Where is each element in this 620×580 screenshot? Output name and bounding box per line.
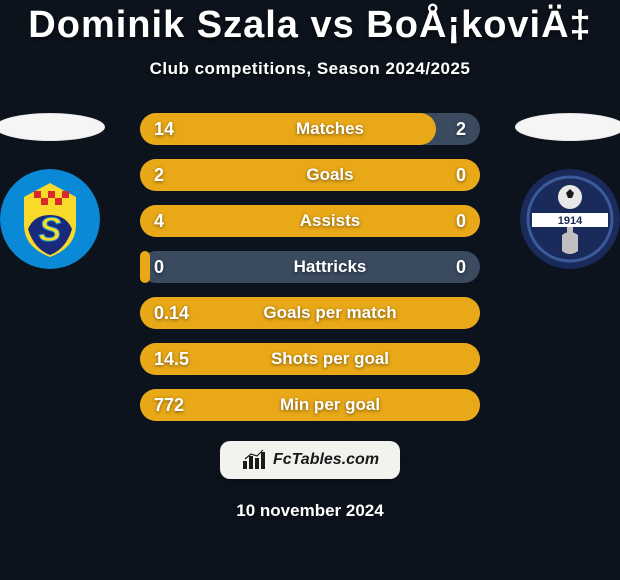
- stat-label: Shots per goal: [220, 349, 440, 369]
- stat-bar-row: 14.5Shots per goal: [140, 343, 480, 375]
- stat-label: Goals per match: [220, 303, 440, 323]
- page-subtitle: Club competitions, Season 2024/2025: [0, 59, 620, 79]
- stat-label: Assists: [220, 211, 440, 231]
- stat-bar-row: 0Hattricks0: [140, 251, 480, 283]
- stat-value-left: 14.5: [140, 349, 220, 370]
- club-logo-right-svg: 1914: [520, 169, 620, 269]
- branding-text: FcTables.com: [273, 451, 379, 469]
- club-logo-left-svg: S: [0, 169, 100, 269]
- branding-badge: FcTables.com: [220, 441, 400, 479]
- club-logo-right: 1914: [520, 169, 620, 269]
- stat-label: Goals: [220, 165, 440, 185]
- stat-value-left: 2: [140, 165, 220, 186]
- page-title: Dominik Szala vs BoÅ¡koviÄ‡: [0, 0, 620, 47]
- stat-bar-row: 2Goals0: [140, 159, 480, 191]
- date-text: 10 november 2024: [0, 501, 620, 521]
- svg-text:1914: 1914: [558, 215, 583, 227]
- stat-bar-row: 4Assists0: [140, 205, 480, 237]
- comparison-content: S 1914 14Matches22Goals04Assists00Hattri…: [0, 113, 620, 421]
- stat-bars: 14Matches22Goals04Assists00Hattricks00.1…: [140, 113, 480, 421]
- chart-icon: [241, 449, 269, 471]
- stat-value-right: 0: [440, 257, 480, 278]
- club-logo-left: S: [0, 169, 100, 269]
- stat-label: Hattricks: [220, 257, 440, 277]
- stat-value-left: 4: [140, 211, 220, 232]
- stat-value-right: 2: [440, 119, 480, 140]
- player-left-badge: S: [0, 113, 110, 269]
- stat-value-left: 0: [140, 257, 220, 278]
- stat-bar-row: 772Min per goal: [140, 389, 480, 421]
- stat-value-right: 0: [440, 211, 480, 232]
- flag-ellipse-right: [515, 113, 620, 141]
- flag-ellipse-left: [0, 113, 105, 141]
- player-right-badge: 1914: [510, 113, 620, 269]
- stat-bar-row: 0.14Goals per match: [140, 297, 480, 329]
- stat-label: Matches: [220, 119, 440, 139]
- stat-value-left: 0.14: [140, 303, 220, 324]
- stat-value-left: 14: [140, 119, 220, 140]
- stat-value-left: 772: [140, 395, 220, 416]
- stat-value-right: 0: [440, 165, 480, 186]
- stat-label: Min per goal: [220, 395, 440, 415]
- svg-text:S: S: [39, 211, 62, 249]
- stat-bar-row: 14Matches2: [140, 113, 480, 145]
